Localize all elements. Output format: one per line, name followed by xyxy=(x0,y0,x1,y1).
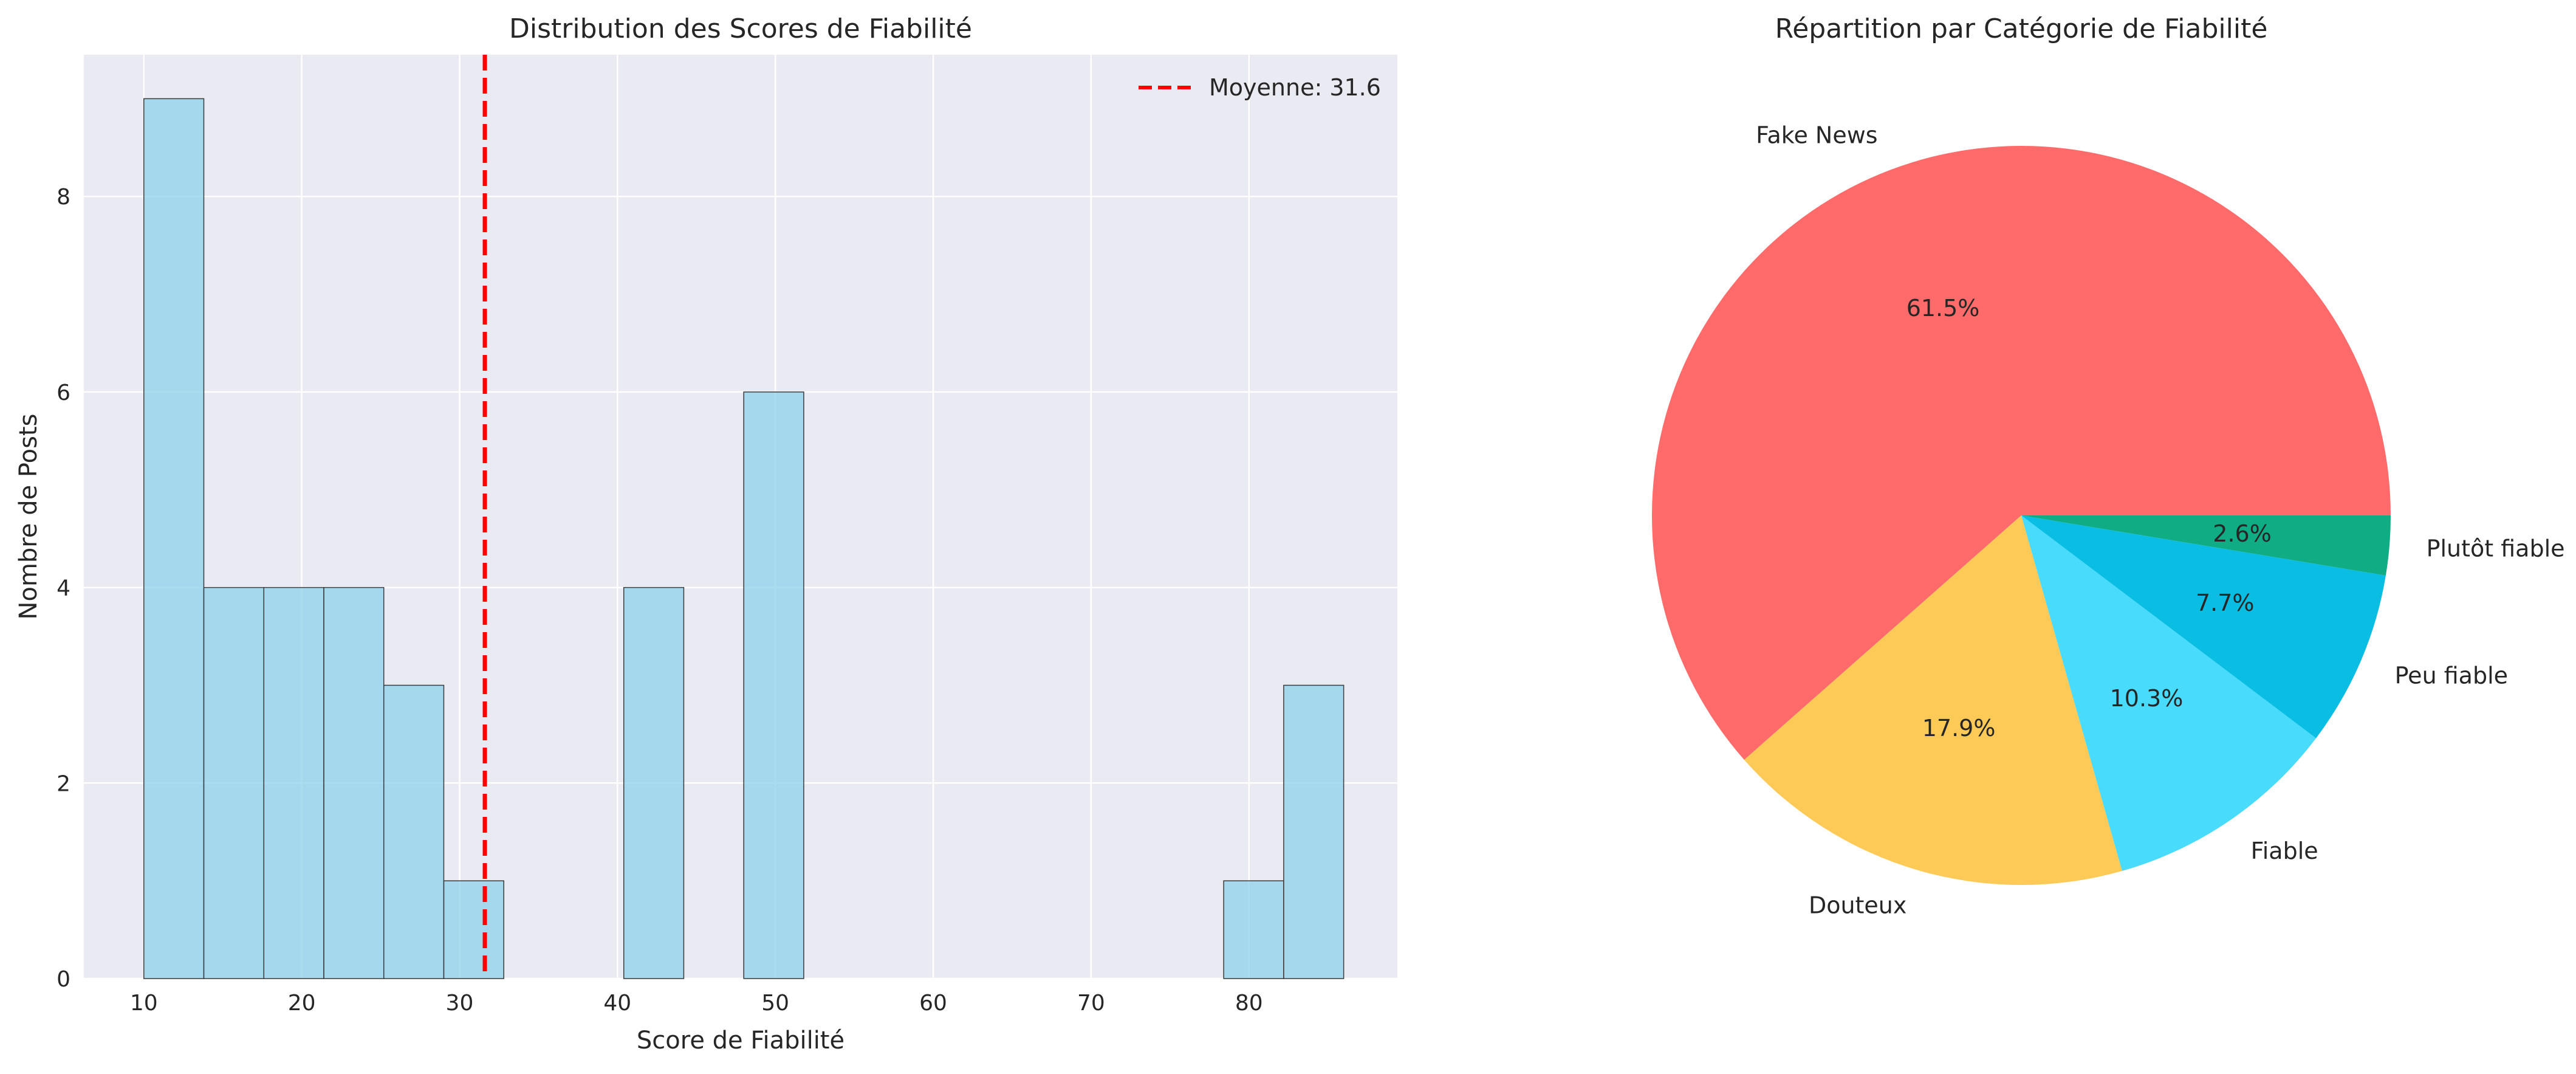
histogram-bar xyxy=(263,587,324,979)
histogram-bar xyxy=(443,880,504,979)
pie-category-label: Douteux xyxy=(1809,892,1906,919)
histogram-chart: 10 20 30 40 50 60 70 80 0 2 4 6 8 Distribution des … xyxy=(15,13,1397,1055)
pie-percent-label: 17.9% xyxy=(1922,715,1996,742)
y-tick-labels: 0 2 4 6 8 xyxy=(57,185,70,992)
pie-category-label: Fake News xyxy=(1756,122,1877,148)
pie-slice xyxy=(2021,515,2317,871)
x-tick-label: 80 xyxy=(1235,991,1263,1016)
pie-slice xyxy=(1744,515,2122,886)
x-tick-label: 60 xyxy=(919,991,947,1016)
pie-category-label: Plutôt fiable xyxy=(2427,535,2565,562)
pie-slice xyxy=(2021,515,2386,738)
x-axis-label: Score de Fiabilité xyxy=(637,1027,844,1055)
x-tick-label: 70 xyxy=(1077,991,1105,1016)
x-tick-label: 30 xyxy=(446,991,474,1016)
y-tick-label: 6 xyxy=(57,380,70,405)
y-tick-label: 2 xyxy=(57,771,70,796)
x-tick-label: 10 xyxy=(130,991,158,1016)
pie-title: Répartition par Catégorie de Fiabilité xyxy=(1775,13,2268,44)
pie-slices xyxy=(1652,146,2391,886)
pie-percent-label: 7.7% xyxy=(2196,590,2255,616)
histogram-bar xyxy=(383,684,445,979)
legend: Moyenne: 31.6 xyxy=(1139,74,1381,101)
pie-slice xyxy=(1652,146,2391,760)
legend-mean-label: Moyenne: 31.6 xyxy=(1209,74,1381,101)
x-tick-label: 20 xyxy=(288,991,316,1016)
histogram-bar xyxy=(1223,880,1284,979)
pie-chart: Répartition par Catégorie de Fiabilité F… xyxy=(1652,13,2565,919)
histogram-bars xyxy=(143,98,1345,979)
histogram-title: Distribution des Scores de Fiabilité xyxy=(509,13,972,44)
y-tick-label: 4 xyxy=(57,576,70,601)
histogram-bar xyxy=(623,587,685,979)
pie-labels: Fake News 61.5% Douteux 17.9% Fiable 10.3% Peu… xyxy=(1756,122,2564,918)
pie-category-label: Fiable xyxy=(2251,838,2318,864)
histogram-bar xyxy=(143,98,205,979)
histogram-bar xyxy=(1283,684,1345,979)
pie-percent-label: 2.6% xyxy=(2213,520,2272,547)
pie-percent-label: 61.5% xyxy=(1906,295,1980,322)
pie-category-label: Peu fiable xyxy=(2395,663,2508,689)
pie-slice xyxy=(2021,515,2391,576)
x-tick-labels: 10 20 30 40 50 60 70 80 xyxy=(130,991,1263,1016)
x-tick-label: 50 xyxy=(761,991,789,1016)
histogram-bar xyxy=(203,587,264,979)
pie-percent-label: 10.3% xyxy=(2110,685,2184,712)
histogram-bar xyxy=(743,391,804,979)
y-axis-label: Nombre de Posts xyxy=(15,414,43,620)
x-tick-label: 40 xyxy=(603,991,631,1016)
histogram-bar xyxy=(323,587,385,979)
y-tick-label: 8 xyxy=(57,185,70,210)
y-tick-label: 0 xyxy=(57,967,70,992)
